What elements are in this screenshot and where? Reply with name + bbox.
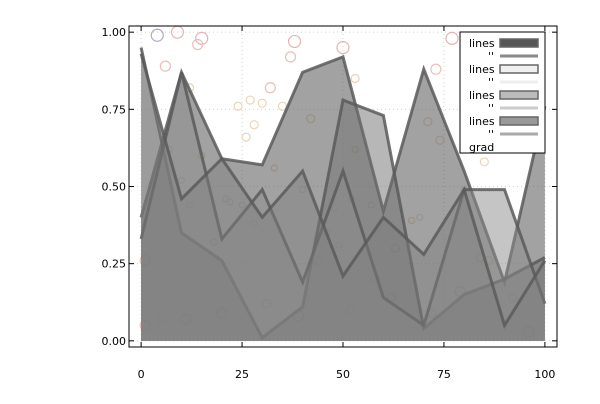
scatter-point bbox=[257, 98, 267, 108]
x-tick-label: 75 bbox=[437, 368, 451, 381]
legend-label: lines bbox=[469, 89, 495, 102]
legend: lines''lines''lines''lines''grad bbox=[459, 31, 546, 154]
legend-swatch bbox=[499, 90, 539, 100]
x-tick-label: 25 bbox=[235, 368, 249, 381]
scatter-point bbox=[249, 120, 259, 130]
scatter-point bbox=[192, 38, 204, 51]
x-tick-label: 0 bbox=[138, 368, 145, 381]
scatter-point bbox=[195, 31, 209, 45]
scatter-point bbox=[264, 82, 276, 94]
legend-swatch bbox=[499, 64, 539, 74]
legend-swatch bbox=[499, 116, 539, 126]
legend-swatch bbox=[499, 38, 539, 48]
scatter-point bbox=[479, 157, 489, 167]
legend-label: lines bbox=[469, 37, 495, 50]
y-tick-label: 1.00 bbox=[102, 26, 127, 39]
scatter-point bbox=[350, 73, 360, 84]
scatter-point bbox=[150, 28, 164, 42]
series-3 bbox=[139, 53, 547, 341]
legend-label: grad bbox=[469, 141, 494, 154]
scatter-point bbox=[287, 34, 302, 49]
legend-sublabel: '' bbox=[488, 128, 494, 141]
y-tick-label: 0.75 bbox=[102, 103, 127, 116]
scatter-point bbox=[245, 95, 255, 105]
x-tick-label: 50 bbox=[336, 368, 350, 381]
x-tick-label: 100 bbox=[534, 368, 555, 381]
scatter-point bbox=[159, 60, 171, 72]
legend-label: lines bbox=[469, 115, 495, 128]
legend-sublabel: '' bbox=[488, 102, 494, 115]
y-tick-label: 0.25 bbox=[102, 258, 127, 271]
series-2 bbox=[139, 71, 547, 341]
series-group bbox=[139, 47, 547, 341]
series-area bbox=[141, 72, 545, 341]
axis-ticks: 0 25 50 75 100 0.00 0.25 0.50 0.75 1.00 bbox=[102, 26, 557, 381]
scatter-point bbox=[241, 132, 251, 142]
series-area bbox=[141, 53, 545, 341]
series-line bbox=[139, 53, 547, 330]
y-tick-label: 0.00 bbox=[102, 335, 127, 348]
legend-sublabel: '' bbox=[488, 76, 494, 89]
scatter-point bbox=[445, 31, 459, 45]
scatter-point bbox=[284, 51, 297, 63]
scatter-point bbox=[336, 41, 350, 55]
series-line bbox=[139, 71, 547, 328]
legend-label: lines bbox=[469, 63, 495, 76]
y-tick-label: 0.50 bbox=[102, 181, 127, 194]
legend-sublabel: '' bbox=[488, 50, 494, 63]
scatter-point bbox=[233, 101, 243, 111]
scatter-point bbox=[430, 63, 442, 75]
